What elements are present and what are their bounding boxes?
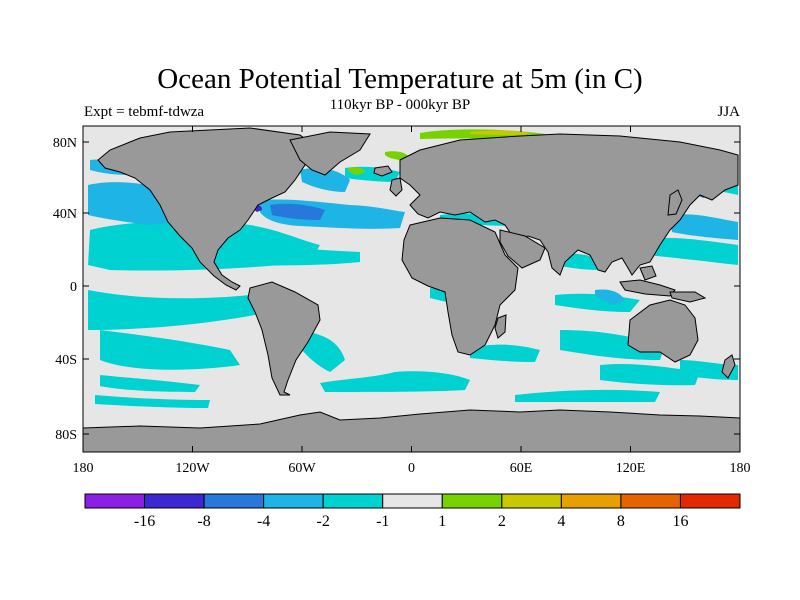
colorbar-box (441, 493, 503, 509)
colorbar-label: -4 (257, 513, 270, 530)
x-tick-label: 60W (288, 461, 316, 476)
colorbar-label: 1 (438, 513, 446, 530)
colorbar-label: -8 (197, 513, 210, 530)
x-tick-label: 180 (73, 461, 94, 476)
y-tick-label: 80S (55, 428, 77, 443)
anomaly-yellow-patch (470, 130, 530, 135)
north-america (97, 127, 321, 291)
colorbar-label: 8 (617, 513, 625, 530)
x-tick-label: 0 (408, 461, 415, 476)
y-tick-label: 0 (70, 280, 77, 295)
x-tick-label: 60E (510, 461, 533, 476)
map-panel (83, 126, 740, 452)
new-guinea (669, 291, 707, 303)
colorbar-label: 4 (557, 513, 565, 530)
british-isles (389, 177, 403, 197)
experiment-label: Expt = tebmf-tdwza (84, 104, 205, 120)
map-title: Ocean Potential Temperature at 5m (in C) (157, 63, 643, 95)
x-axis: 180 120W 60W 0 60E 120E 180 (73, 126, 751, 476)
colorbar-box (679, 493, 741, 509)
colorbar: -16 -8 -4 -2 -1 1 2 4 8 16 (84, 493, 741, 530)
greenland (289, 131, 371, 176)
colorbar-label: -1 (376, 513, 389, 530)
japan (667, 189, 683, 216)
colorbar-label: -2 (317, 513, 330, 530)
colorbar-box (203, 493, 265, 509)
colorbar-box (263, 493, 324, 509)
x-tick-label: 120E (616, 461, 646, 476)
arabian-peninsula (499, 229, 546, 269)
land-masses (83, 127, 740, 452)
y-tick-label: 80N (53, 136, 77, 151)
colorbar-box (382, 493, 443, 509)
colorbar-box (560, 493, 622, 509)
x-tick-label: 120W (175, 461, 210, 476)
australia (627, 299, 699, 363)
colorbar-box (84, 493, 146, 509)
borneo (639, 265, 657, 281)
colorbar-box (144, 493, 205, 509)
y-tick-label: 40S (55, 353, 77, 368)
iceland (373, 165, 393, 177)
south-america (247, 281, 321, 396)
colorbar-box (322, 493, 384, 509)
colorbar-label: -16 (134, 513, 155, 530)
colorbar-label: 16 (672, 513, 688, 530)
colorbar-label: 2 (498, 513, 506, 530)
madagascar (494, 314, 507, 339)
colorbar-box (501, 493, 562, 509)
map-subtitle: 110kyr BP - 000kyr BP (329, 97, 471, 113)
x-tick-label: 180 (730, 461, 751, 476)
antarctica (83, 409, 740, 452)
season-label: JJA (717, 104, 740, 120)
y-tick-label: 40N (53, 207, 77, 222)
eurasia (399, 133, 739, 276)
africa (401, 217, 519, 356)
y-axis: 80N 40N 0 40S 80S (53, 136, 740, 443)
colorbar-box (620, 493, 681, 509)
new-zealand (721, 354, 736, 379)
